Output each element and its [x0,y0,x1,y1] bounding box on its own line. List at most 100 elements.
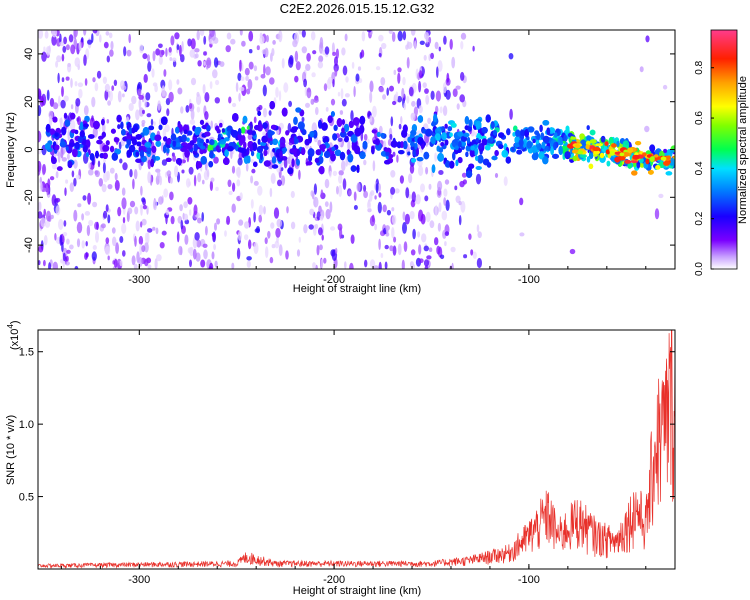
spectrogram-noise-blob [430,90,435,101]
spectrogram-band-blob [339,151,346,161]
spectrogram-noise-blob [165,212,168,225]
spectrogram-noise-blob [92,30,98,34]
spectrogram-noise-blob [142,204,147,210]
spectrogram-noise-blob [310,190,314,197]
spectrogram-noise-blob [367,208,372,213]
spectrogram-noise-blob [353,191,357,201]
spectrogram-band-blob [481,138,488,146]
spectrogram-band-blob [407,151,411,156]
spectrogram-noise-blob [378,192,382,198]
spectrogram-noise-blob [380,253,384,258]
spectrogram-noise-blob [169,191,174,201]
spectrogram-noise-blob [369,115,373,123]
spectrogram-noise-blob [105,204,109,212]
spectrogram-noise-blob [436,245,441,255]
spectrogram-noise-blob [153,121,156,126]
spectrogram-noise-blob [336,185,339,195]
spectrogram-noise-blob [114,172,118,181]
spectrogram-noise-blob [451,56,456,69]
spectrogram-noise-blob [225,45,231,53]
spectrogram-band-blob [431,121,436,127]
spectrogram-band-blob [398,150,405,155]
spectrogram-noise-blob [231,262,235,269]
snr-series-line [38,330,675,569]
spectrogram-noise-blob [250,199,254,209]
spectrogram-noise-blob [203,61,207,66]
spectrogram-noise-blob [444,241,447,247]
spectrogram-noise-blob [288,100,292,107]
spectrogram-noise-blob [285,250,289,260]
spectrogram-noise-blob [214,97,220,104]
spectrogram-band-blob [126,135,132,140]
spectrogram-noise-blob [397,243,402,256]
spectrogram-band-blob [524,128,529,138]
spectrogram-noise-blob [409,164,415,174]
spectrogram-band-blob [279,150,283,159]
spectrogram-noise-blob [57,72,60,84]
spectrogram-band-blob [221,128,225,133]
colorbar-tick-label: 0.2 [694,211,705,225]
spectrogram-noise-blob [59,234,63,246]
spectrogram-noise-blob [428,183,432,190]
spectrogram-noise-blob [66,153,70,160]
spectrogram-noise-blob [146,54,150,62]
spectrogram-noise-blob [183,213,188,221]
spectrogram-noise-blob [330,98,336,106]
spectrogram-band-blob [136,134,143,140]
spectrogram-band-blob [205,138,209,144]
spectrogram-noise-blob [406,95,410,104]
spectrogram-noise-blob [503,176,508,187]
spectrogram-band-blob [410,129,417,136]
spectrogram-noise-blob [265,34,269,43]
spectrogram-noise-blob [344,93,350,98]
spectrogram-noise-blob [415,194,421,205]
spectrogram-noise-blob [437,180,443,192]
spectrogram-band-blob [410,158,417,163]
spectrogram-band-blob [579,133,585,140]
spectrogram-noise-blob [384,261,388,269]
spectrogram-noise-blob [74,57,81,67]
spectrogram-noise-blob [369,91,373,103]
spectrogram-peak-blob [622,152,630,157]
spectrogram-band-blob [301,129,307,136]
spectrogram-band-blob [343,123,350,133]
spectrogram-band-blob [263,149,268,156]
spectrogram-noise-blob [253,180,259,186]
spectrogram-noise-blob [188,166,194,175]
spectrogram-noise-blob [312,262,316,269]
spectrogram-band-blob [135,158,143,163]
spectrogram-noise-blob [303,224,308,234]
spectrogram-band-blob [466,170,473,178]
spectrogram-noise-blob [214,260,218,268]
spectrogram-band-blob [468,119,473,127]
spectrogram-noise-blob [248,30,254,42]
spectrogram-band-blob [580,139,587,146]
spectrogram-band-blob [515,129,521,137]
spectrogram-noise-blob [51,34,57,46]
spectrogram-peak-blob [595,143,603,147]
spectrogram-band-blob [539,124,543,133]
spectrogram-noise-blob [494,173,499,178]
spectrogram-noise-blob [401,87,405,99]
spectrogram-band-blob [105,140,110,146]
spectrogram-noise-blob [138,107,144,117]
spectrogram-noise-blob [334,67,338,77]
spectrogram-band-blob [359,151,366,159]
spectrogram-noise-blob [319,37,324,49]
spectrogram-noise-blob [290,221,296,230]
spectrogram-band-blob [291,158,295,168]
spectrogram-noise-blob [120,85,127,91]
spectrogram-noise-blob [58,219,64,230]
spectrogram-noise-blob [363,133,368,141]
spectrogram-noise-blob [131,255,136,266]
spectrogram-noise-blob [38,164,41,177]
spectrogram-band-blob [263,145,269,151]
spectrogram-noise-blob [169,57,173,61]
spectrogram-band-blob [202,149,207,154]
spectrogram-band-blob [553,142,557,151]
spectrogram-noise-blob [256,45,260,51]
spectrogram-band-blob [196,126,202,133]
spectrogram-peak-blob [645,158,650,165]
colorbar-label: Normalized spectral amplitude [737,76,749,224]
spectrogram-noise-blob [258,204,264,216]
